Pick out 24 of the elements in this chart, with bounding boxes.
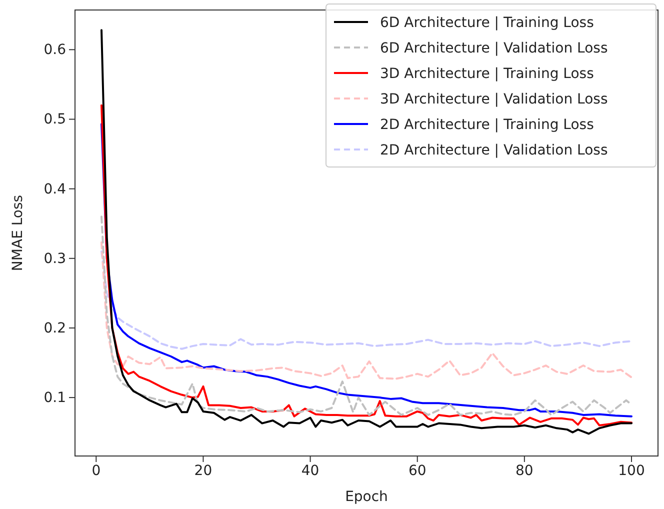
line-series xyxy=(100,241,632,380)
x-tick-label: 20 xyxy=(194,462,212,479)
y-tick-label: 0.4 xyxy=(44,181,66,198)
x-tick-label: 0 xyxy=(92,462,101,479)
legend-label: 3D Architecture | Training Loss xyxy=(380,66,594,82)
x-tick-label: 80 xyxy=(516,462,534,479)
x-tick-label: 60 xyxy=(408,462,426,479)
legend-label: 3D Architecture | Validation Loss xyxy=(380,92,608,108)
y-tick-label: 0.3 xyxy=(44,250,66,267)
y-tick-label: 0.1 xyxy=(44,390,66,406)
y-tick-label: 0.2 xyxy=(44,320,66,336)
x-axis-title: Epoch xyxy=(345,489,388,505)
x-tick-label: 100 xyxy=(618,462,645,479)
legend-label: 6D Architecture | Training Loss xyxy=(380,15,594,31)
legend-label: 2D Architecture | Validation Loss xyxy=(380,142,608,158)
line-series xyxy=(100,250,632,350)
legend-label: 6D Architecture | Validation Loss xyxy=(380,40,608,56)
y-axis-title: NMAE Loss xyxy=(10,194,26,272)
legend-label: 2D Architecture | Training Loss xyxy=(380,117,594,133)
x-tick-label: 40 xyxy=(301,462,320,479)
y-tick-label: 0.6 xyxy=(44,42,66,58)
line-series xyxy=(100,216,632,416)
y-tick-label: 0.5 xyxy=(44,112,66,128)
line-series xyxy=(100,29,632,435)
